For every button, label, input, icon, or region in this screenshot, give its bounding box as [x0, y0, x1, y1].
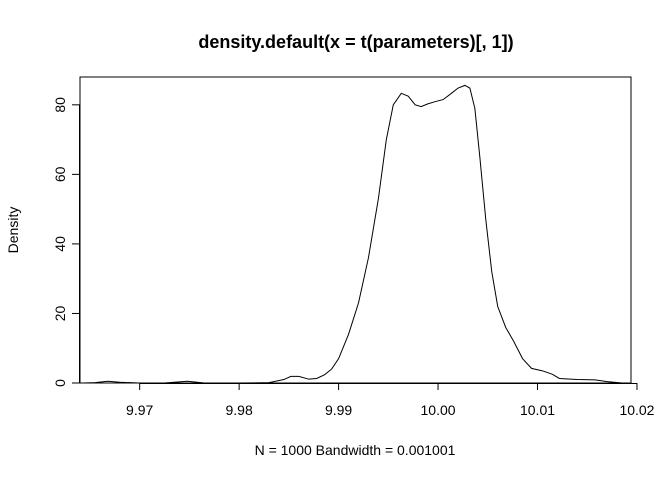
y-tick-label: 40 [52, 236, 68, 252]
density-curve [82, 84, 631, 384]
x-tick-label: 10.02 [619, 402, 654, 418]
x-tick-label: 9.97 [126, 402, 153, 418]
x-axis: 9.97 9.98 9.99 10.00 10.01 10.02 [126, 383, 655, 418]
x-tick-label: 10.01 [520, 402, 555, 418]
y-tick-label: 0 [52, 379, 68, 387]
x-tick-label: 10.00 [421, 402, 456, 418]
plot-frame [79, 76, 632, 384]
chart-title: density.default(x = t(parameters)[, 1]) [198, 32, 513, 52]
y-axis-label: Density [5, 207, 21, 254]
y-tick-label: 60 [52, 166, 68, 182]
y-tick-label: 20 [52, 305, 68, 321]
x-axis-label: N = 1000 Bandwidth = 0.001001 [255, 442, 456, 458]
x-tick-label: 9.98 [226, 402, 253, 418]
x-tick-label: 9.99 [325, 402, 352, 418]
y-axis: 0 20 40 60 80 [52, 97, 80, 387]
y-tick-label: 80 [52, 97, 68, 113]
